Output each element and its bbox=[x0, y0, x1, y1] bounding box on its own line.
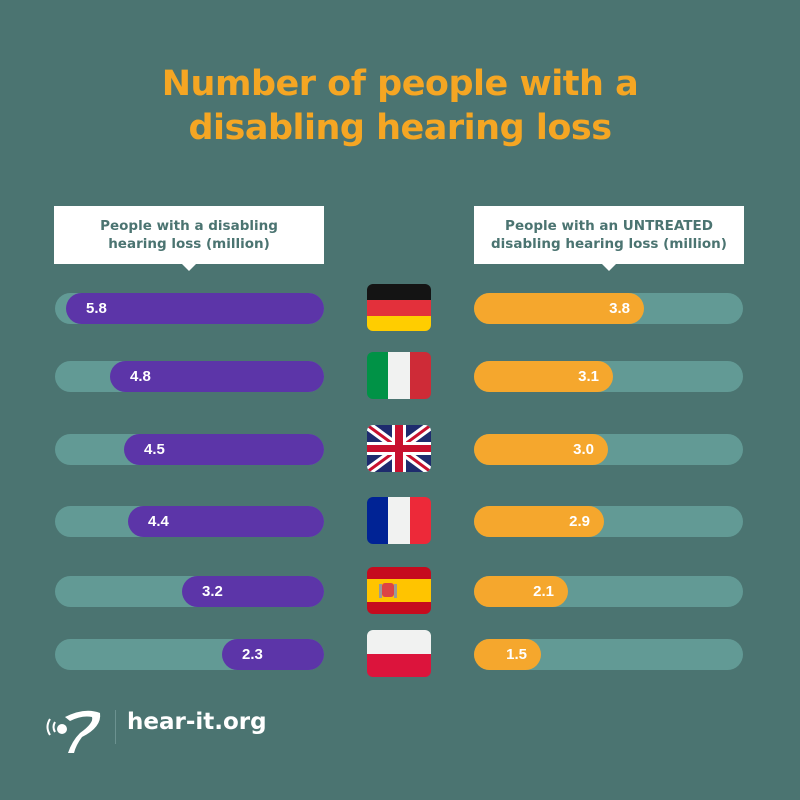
untreated-value: 3.1 bbox=[578, 368, 599, 385]
untreated-value: 1.5 bbox=[506, 646, 527, 663]
total-bar: 2.3 bbox=[222, 639, 324, 670]
untreated-bar: 3.0 bbox=[474, 434, 608, 465]
title-line-1: Number of people with a bbox=[161, 64, 639, 104]
untreated-track: 1.5 bbox=[474, 639, 743, 670]
spain-flag-icon bbox=[367, 567, 431, 614]
total-track: 3.2 bbox=[55, 576, 324, 607]
row-germany: 5.8 3.8 bbox=[0, 284, 800, 331]
france-flag-icon bbox=[367, 497, 431, 544]
untreated-track: 3.8 bbox=[474, 293, 743, 324]
total-value: 3.2 bbox=[202, 583, 223, 600]
total-bar: 4.5 bbox=[124, 434, 324, 465]
total-value: 4.5 bbox=[144, 441, 165, 458]
row-france: 4.4 2.9 bbox=[0, 497, 800, 544]
untreated-track: 2.9 bbox=[474, 506, 743, 537]
untreated-bar: 3.1 bbox=[474, 361, 613, 392]
total-value: 5.8 bbox=[86, 300, 107, 317]
row-poland: 2.3 1.5 bbox=[0, 630, 800, 677]
untreated-value: 2.1 bbox=[533, 583, 554, 600]
total-bar: 3.2 bbox=[182, 576, 324, 607]
total-track: 4.4 bbox=[55, 506, 324, 537]
total-bar: 4.4 bbox=[128, 506, 324, 537]
left-series-label-text: People with a disabling hearing loss (mi… bbox=[100, 218, 278, 252]
total-bar: 5.8 bbox=[66, 293, 324, 324]
total-bar: 4.8 bbox=[110, 361, 324, 392]
untreated-track: 3.1 bbox=[474, 361, 743, 392]
italy-flag-icon bbox=[367, 352, 431, 399]
untreated-bar: 3.8 bbox=[474, 293, 644, 324]
untreated-value: 3.0 bbox=[573, 441, 594, 458]
untreated-track: 2.1 bbox=[474, 576, 743, 607]
chart-title: Number of people with a disabling hearin… bbox=[0, 62, 800, 150]
uk-flag-icon bbox=[367, 425, 431, 472]
hear-it-logo-icon bbox=[40, 705, 120, 755]
hear-it-logo-text[interactable]: hear-it.org bbox=[127, 709, 267, 735]
total-value: 4.4 bbox=[148, 513, 169, 530]
untreated-bar: 1.5 bbox=[474, 639, 541, 670]
total-value: 4.8 bbox=[130, 368, 151, 385]
row-spain: 3.2 2.1 bbox=[0, 567, 800, 614]
row-italy: 4.8 3.1 bbox=[0, 352, 800, 399]
untreated-value: 3.8 bbox=[609, 300, 630, 317]
total-track: 4.5 bbox=[55, 434, 324, 465]
total-track: 4.8 bbox=[55, 361, 324, 392]
title-line-2: disabling hearing loss bbox=[188, 108, 612, 148]
untreated-value: 2.9 bbox=[569, 513, 590, 530]
untreated-bar: 2.1 bbox=[474, 576, 568, 607]
total-track: 2.3 bbox=[55, 639, 324, 670]
poland-flag-icon bbox=[367, 630, 431, 677]
untreated-bar: 2.9 bbox=[474, 506, 604, 537]
total-track: 5.8 bbox=[55, 293, 324, 324]
untreated-track: 3.0 bbox=[474, 434, 743, 465]
right-series-label-text: People with an UNTREATED disabling heari… bbox=[491, 218, 727, 252]
total-value: 2.3 bbox=[242, 646, 263, 663]
row-uk: 4.5 3.0 bbox=[0, 425, 800, 472]
right-series-label: People with an UNTREATED disabling heari… bbox=[474, 206, 744, 271]
germany-flag-icon bbox=[367, 284, 431, 331]
left-series-label: People with a disabling hearing loss (mi… bbox=[54, 206, 324, 271]
logo-divider bbox=[115, 710, 116, 744]
